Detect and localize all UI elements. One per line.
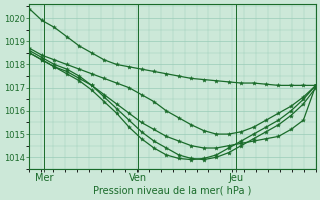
X-axis label: Pression niveau de la mer( hPa ): Pression niveau de la mer( hPa ): [93, 186, 252, 196]
